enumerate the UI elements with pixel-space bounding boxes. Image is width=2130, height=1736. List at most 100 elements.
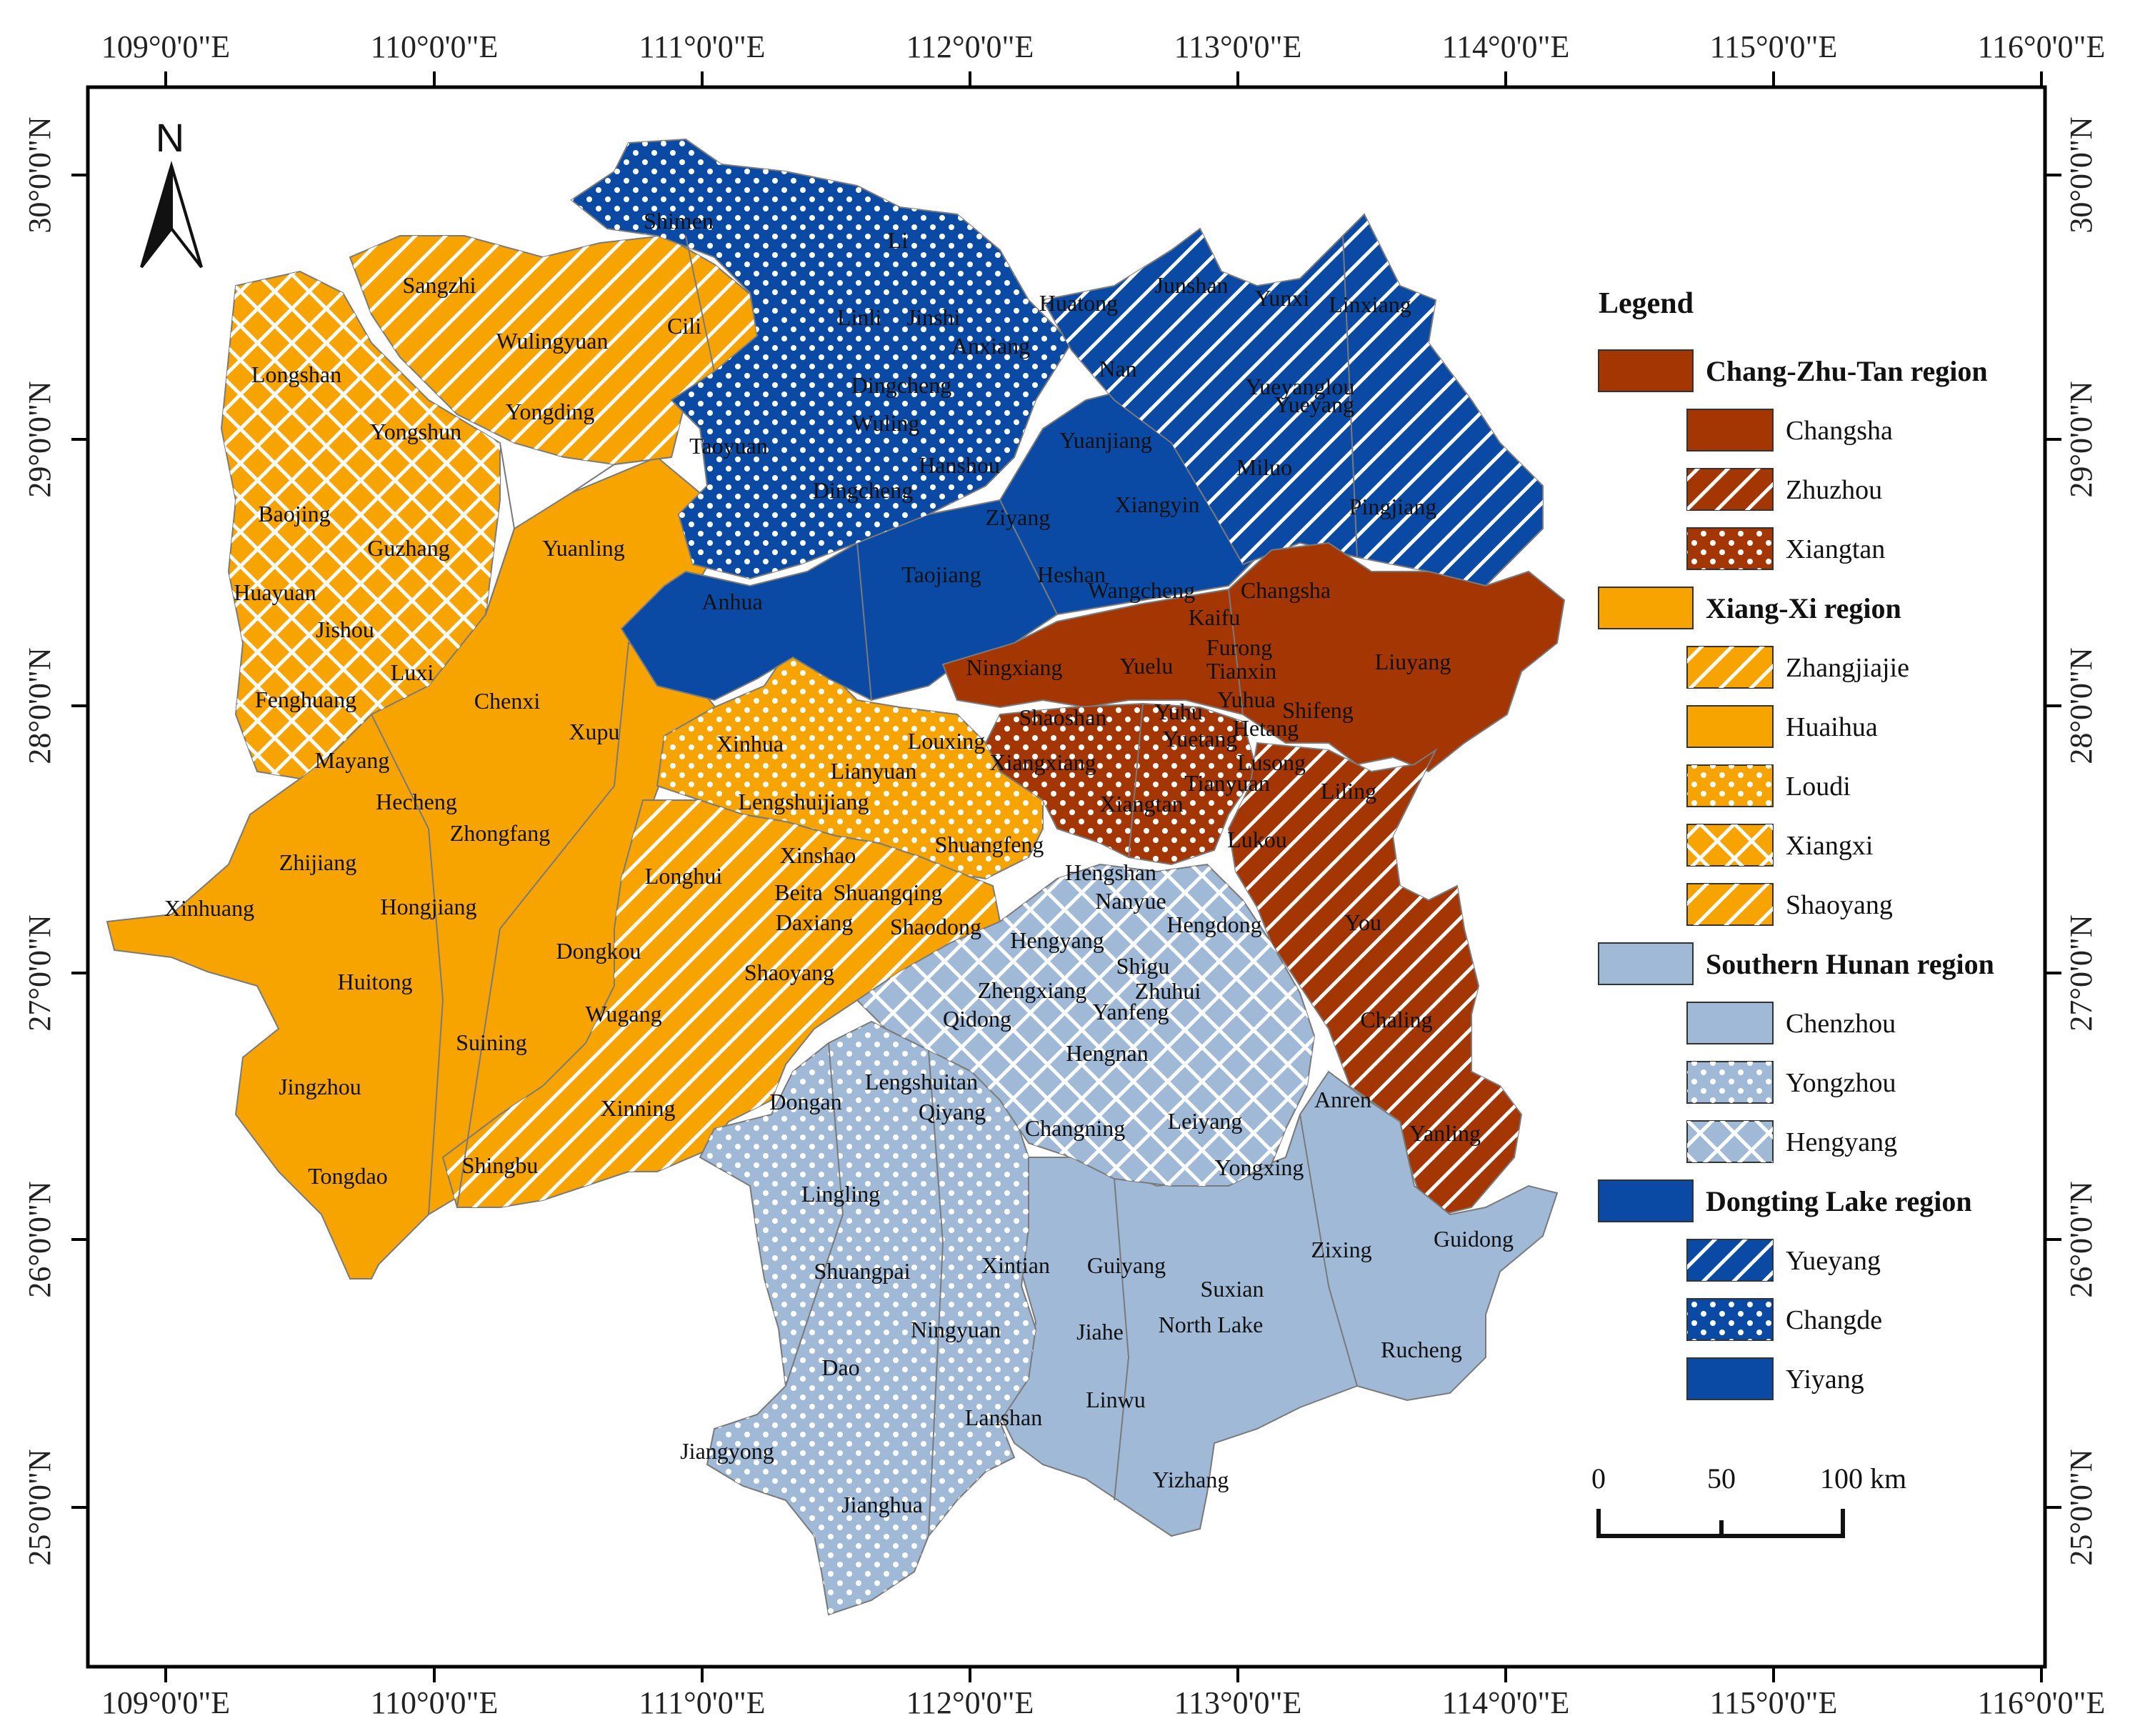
county-label: Tianxin [1206, 658, 1276, 684]
lon-label-top: 113°0'0"E [1174, 29, 1302, 64]
county-label: Tongdao [308, 1163, 388, 1189]
county-label: Yuhu [1154, 699, 1203, 724]
region-southern-hunan [699, 863, 1559, 1616]
county-labels: Shimen Li Linli Jinshi Anxiang Huatong Junshan… [164, 208, 1514, 1517]
county-label: Ningyuan [911, 1317, 1001, 1342]
county-label: Lusong [1237, 749, 1306, 775]
longitude-labels-top: 109°0'0"E 110°0'0"E 111°0'0"E 112°0'0"E 113°… [101, 29, 2106, 64]
county-label: North Lake [1159, 1312, 1264, 1337]
county-label: Longhui [645, 863, 723, 889]
legend-item-pattern [1687, 1062, 1773, 1103]
county-label: Jishou [316, 617, 374, 642]
legend-item-pattern [1687, 1299, 1773, 1340]
county-label: Yuanling [542, 535, 625, 561]
county-label: Hongjiang [380, 894, 476, 919]
county-label: Lengshuitan [865, 1069, 978, 1094]
scale-bar-line [1596, 1509, 1845, 1538]
legend-item-label: Loudi [1786, 772, 1851, 802]
county-label: Huayuan [234, 579, 316, 605]
county-label: Xinning [601, 1095, 676, 1121]
legend-item-label: Changde [1786, 1305, 1882, 1335]
legend-group-swatch [1598, 942, 1694, 985]
county-label: Hengshan [1065, 859, 1156, 885]
county-label: Chaling [1360, 1007, 1432, 1032]
county-label: Shimen [644, 208, 714, 234]
county-label: Furong [1206, 634, 1272, 660]
county-label: Yuelu [1120, 653, 1174, 679]
scale-label-100: 100 km [1820, 1462, 1906, 1495]
area-xiangtan-pattern [986, 704, 1257, 864]
legend-item-label: Chenzhou [1786, 1009, 1896, 1039]
legend-item-swatch [1686, 1002, 1774, 1044]
county-label: Shuangqing [834, 879, 943, 905]
county-label: Junshan [1154, 272, 1228, 298]
area-yongzhou-pattern [700, 1022, 1036, 1615]
county-label: Suining [456, 1029, 527, 1055]
county-label: Anxiang [951, 333, 1030, 359]
county-label: Dongan [769, 1089, 841, 1114]
lon-label-top: 111°0'0"E [639, 29, 765, 64]
county-label: Xiangyin [1114, 492, 1199, 517]
county-label: Yongding [506, 399, 595, 424]
county-label: Hanshou [919, 452, 1000, 478]
county-label: Changsha [1241, 577, 1331, 603]
county-label: Ningxiang [966, 654, 1062, 680]
legend-group-label: Dongting Lake region [1706, 1185, 1972, 1217]
lat-label-left: 25°0'0"N [22, 1449, 57, 1565]
lat-label-left: 27°0'0"N [22, 914, 57, 1031]
county-borders [371, 235, 1358, 1537]
county-label: Miluo [1236, 454, 1292, 480]
county-label: Yongxing [1215, 1154, 1304, 1180]
area-zhangjiajie-pattern [350, 236, 771, 464]
county-label: Wuling [852, 410, 920, 436]
county-label: Leiyang [1168, 1108, 1243, 1134]
county-label: Lengshuijiang [738, 789, 869, 814]
lon-label-top: 110°0'0"E [371, 29, 499, 64]
area-yueyang-pattern [1043, 214, 1543, 586]
legend-item-pattern [1687, 1239, 1773, 1281]
county-label: Lukou [1227, 827, 1287, 852]
north-arrow-label: N [156, 115, 184, 160]
county-label: Lianyuan [831, 758, 917, 784]
county-label: Liling [1321, 778, 1376, 804]
county-label: Zhuhui [1135, 978, 1201, 1004]
lat-label-left: 28°0'0"N [22, 647, 57, 764]
county-label: Fenghuang [255, 687, 356, 712]
county-label: Shigu [1116, 953, 1170, 979]
county-label: Tianyuan [1184, 770, 1270, 796]
area-zhuzhou-pattern [1229, 743, 1521, 1214]
county-label: You [1344, 909, 1381, 935]
scale-bar: 0 50 100 km [1591, 1462, 1906, 1538]
lon-label-bottom: 113°0'0"E [1174, 1685, 1302, 1720]
scale-label-0: 0 [1591, 1462, 1606, 1495]
county-label: Qiyang [919, 1099, 986, 1124]
lon-label-top: 114°0'0"E [1442, 29, 1570, 64]
county-label: Beita [774, 879, 823, 905]
county-label: Yuetang [1163, 726, 1238, 752]
county-label: Xupu [569, 719, 619, 744]
legend-item-label: Zhangjiajie [1786, 653, 1909, 683]
county-label: Yongshun [370, 419, 461, 444]
county-label: Zhijiang [279, 849, 356, 875]
county-label: Jinshi [907, 304, 961, 330]
county-label: Jiangyong [680, 1438, 774, 1464]
legend-item-label: Yueyang [1786, 1246, 1881, 1276]
county-label: Mayang [315, 747, 390, 773]
area-xiangxi-pattern [221, 271, 500, 779]
lon-label-top: 115°0'0"E [1710, 29, 1838, 64]
county-label: Linwu [1086, 1387, 1146, 1412]
county-label: Rucheng [1381, 1337, 1462, 1362]
legend-group-swatch [1598, 587, 1694, 629]
county-label: Ziyang [986, 504, 1051, 530]
county-label: Wugang [585, 1001, 661, 1027]
legend-item-pattern [1687, 469, 1773, 510]
county-label: Cili [667, 313, 701, 339]
county-label: Changning [1025, 1115, 1125, 1141]
county-label: Guidong [1434, 1226, 1514, 1252]
legend-item-swatch [1686, 409, 1774, 452]
legend-item-pattern [1687, 528, 1773, 569]
county-label: Baojing [258, 501, 330, 527]
county-label: Yunxi [1255, 285, 1310, 311]
legend-group-label: Southern Hunan region [1706, 948, 1994, 980]
